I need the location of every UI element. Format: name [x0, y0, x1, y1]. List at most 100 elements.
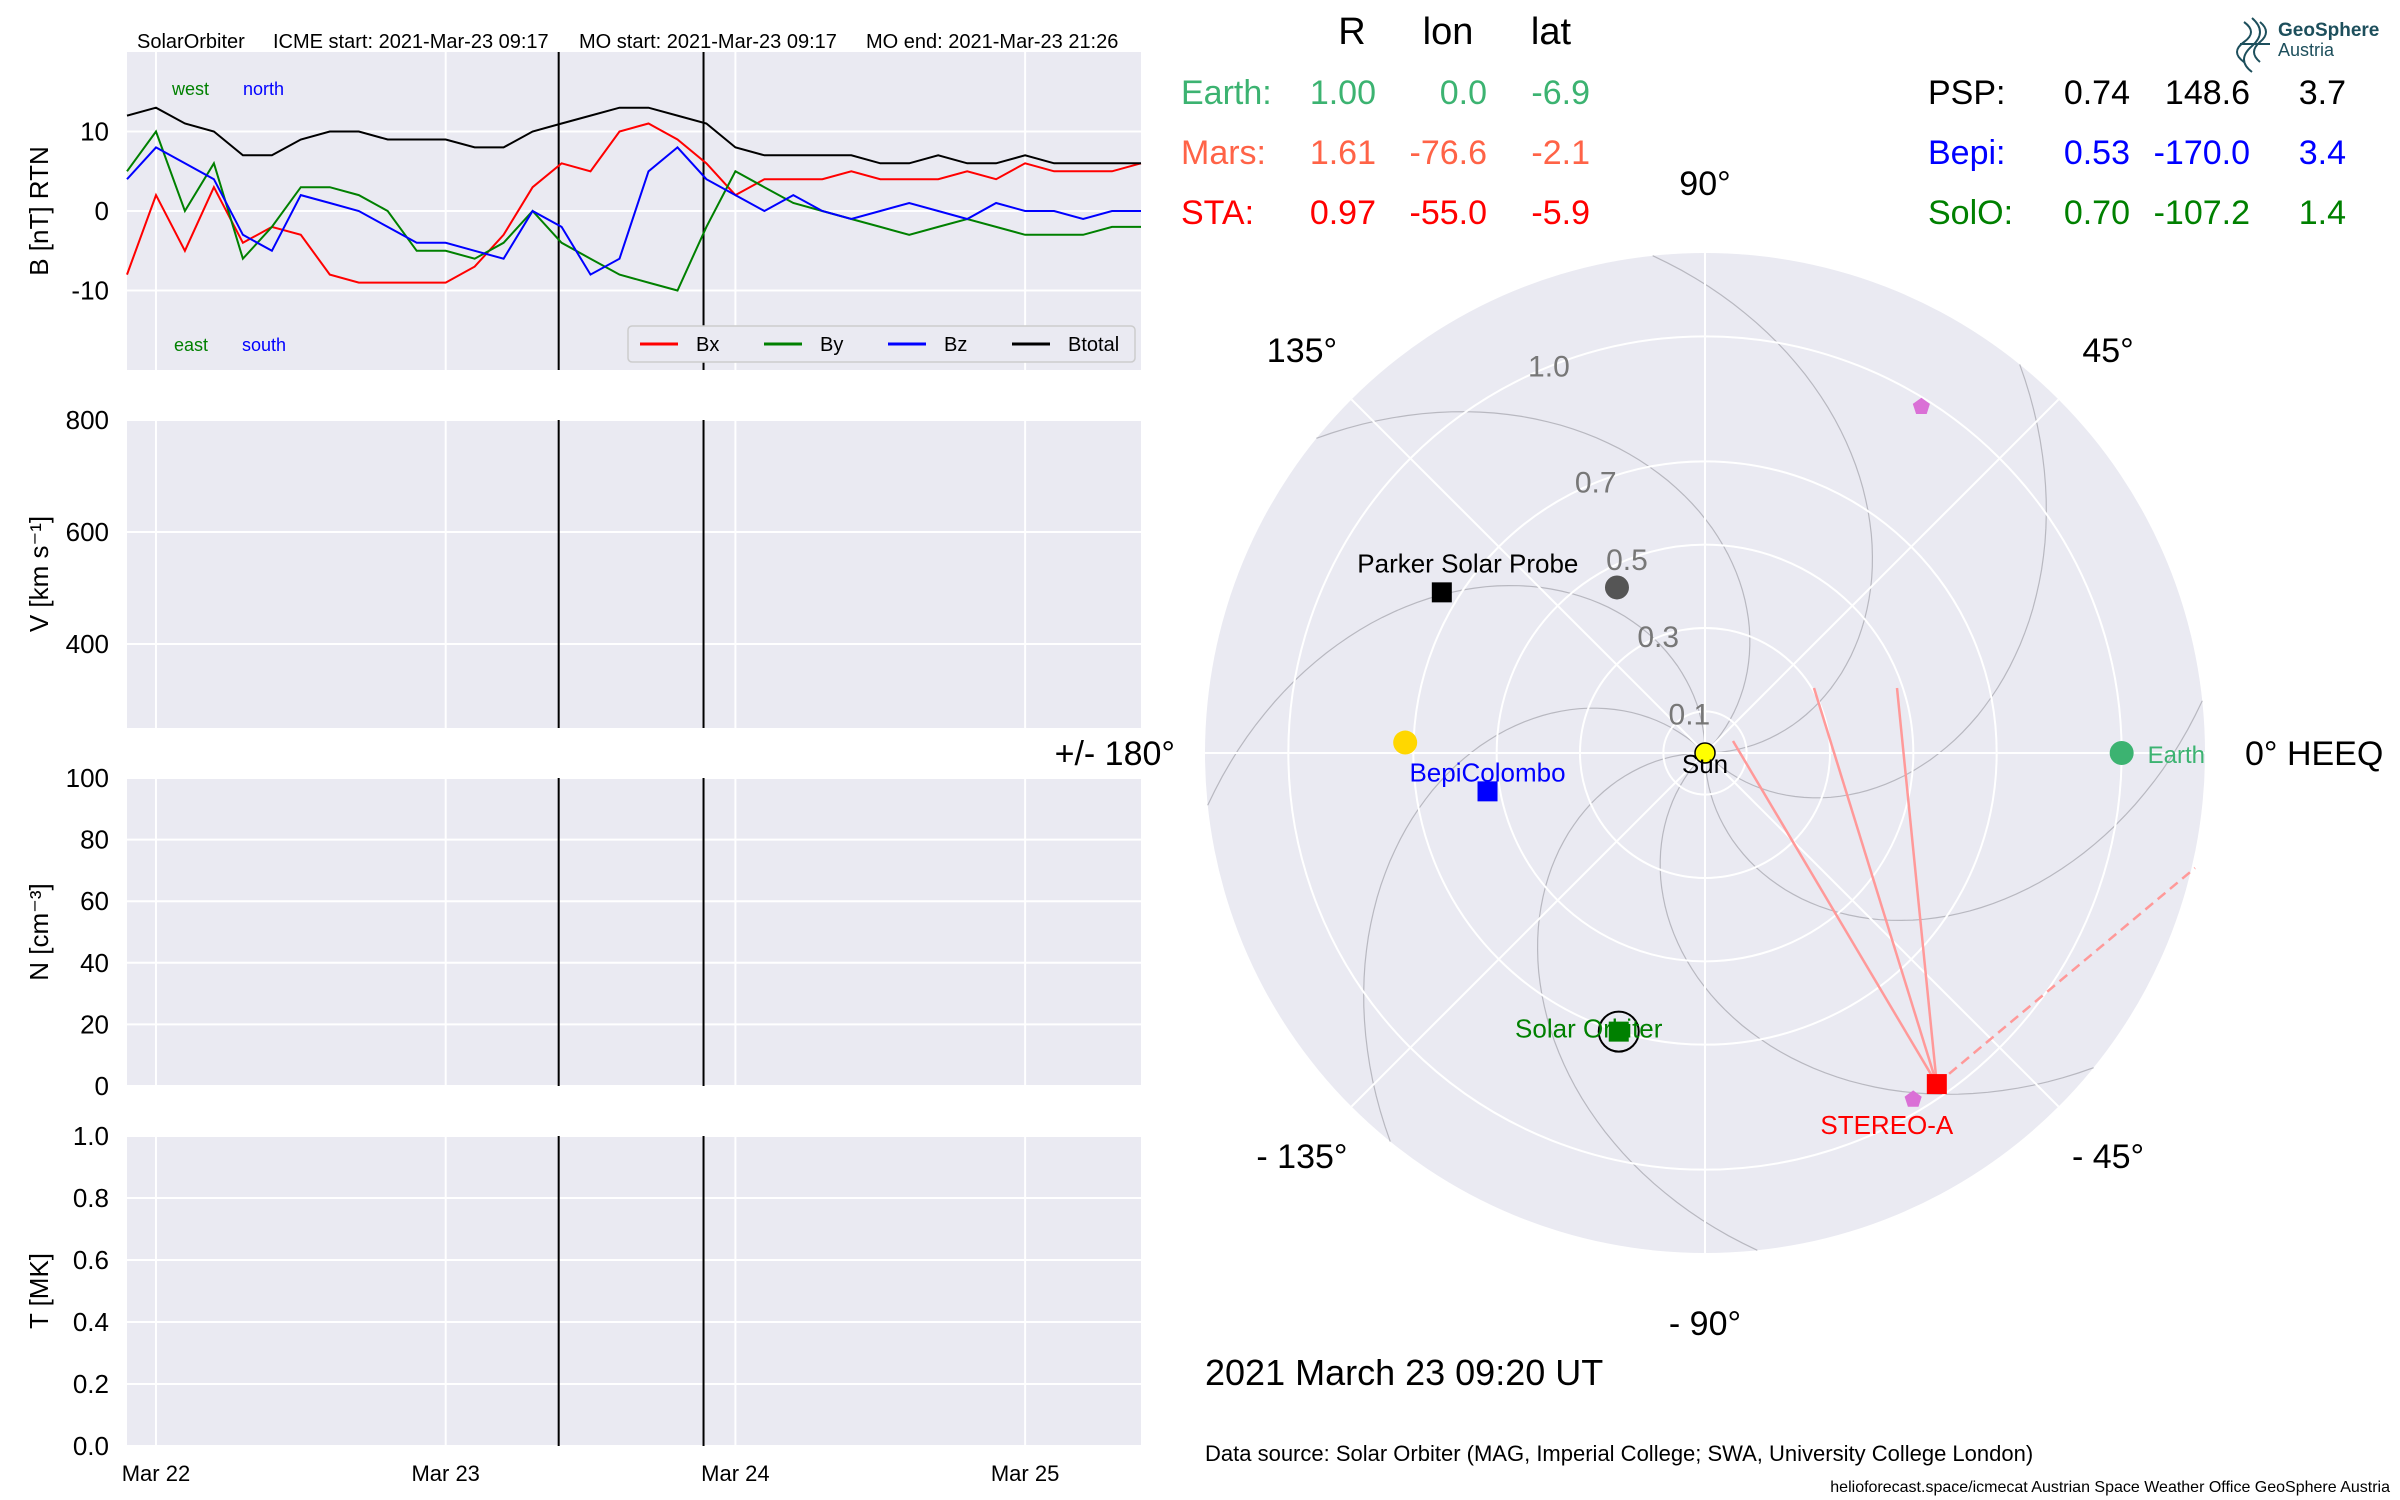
legend-entry-bx: Bx — [696, 334, 719, 356]
panel-density: 0 20 40 60 80 100 N [cm⁻³] — [24, 763, 1141, 1101]
label-solar-orbiter: Solar Orbiter — [1515, 1014, 1663, 1044]
planet-marker — [1912, 397, 1930, 414]
y-tick-label: 60 — [80, 886, 109, 916]
annotation-south: south — [242, 335, 286, 355]
left-row-mars-lat: -2.1 — [1531, 134, 1590, 172]
y-tick-label: 20 — [80, 1009, 109, 1039]
left-row-mars-r: 1.61 — [1310, 134, 1376, 172]
angle-label: - 90° — [1669, 1305, 1741, 1343]
y-tick-label: 800 — [66, 405, 109, 435]
marker-bepicolombo — [1477, 781, 1498, 802]
y-tick-label: 100 — [66, 763, 109, 793]
angle-label: - 45° — [2072, 1138, 2144, 1176]
panel-background — [127, 1136, 1141, 1446]
left-row-sta-r: 0.97 — [1310, 194, 1376, 232]
mo-start: MO start: 2021-Mar-23 09:17 — [579, 31, 837, 53]
planet-marker — [1904, 1090, 1922, 1107]
angle-spoke — [1350, 398, 1706, 754]
y-axis-label: B [nT] RTN — [24, 146, 54, 276]
right-row-solo-lon: -107.2 — [2154, 194, 2250, 232]
series-line-by — [126, 129, 1141, 292]
y-tick-label: 1.0 — [73, 1121, 109, 1151]
icme-start: ICME start: 2021-Mar-23 09:17 — [273, 31, 549, 53]
y-tick-label: 0.0 — [73, 1431, 109, 1461]
label-stereo-a: STEREO-A — [1820, 1110, 1954, 1140]
right-row-bepi-lon: -170.0 — [2154, 134, 2250, 172]
panel-background — [127, 778, 1141, 1086]
r-tick-label: 0.7 — [1575, 467, 1617, 500]
x-tick-label: Mar 25 — [991, 1461, 1059, 1486]
x-tick-label: Mar 24 — [701, 1461, 769, 1486]
panel-magnetic_field: -10 0 10 B [nT] RTN — [24, 52, 1141, 370]
polar-position-plot: 0.1 0.3 0.5 0.7 1.0 0° HEEQ 45° 90° 135° +/- 180°… — [1055, 165, 2384, 1343]
left-row-earth-lat: -6.9 — [1531, 74, 1590, 112]
panel-velocity: 400 600 800 V [km s⁻¹] — [24, 405, 1141, 728]
left-row-mars-name: Mars: — [1181, 134, 1266, 172]
label-bepicolombo: BepiColombo — [1409, 757, 1565, 787]
legend-box — [627, 325, 1136, 363]
legend-entry-bz: Bz — [944, 334, 967, 356]
cme-direction-line — [1812, 687, 1939, 1085]
angle-spoke — [1350, 752, 1706, 1108]
marker-stereo-a — [1926, 1074, 1947, 1095]
series-line-bx — [126, 122, 1142, 284]
data-source: Data source: Solar Orbiter (MAG, Imperia… — [1205, 1441, 2033, 1466]
spacecraft-name: SolarOrbiter — [137, 31, 245, 53]
y-tick-label: 400 — [66, 629, 109, 659]
right-row-solo-lat: 1.4 — [2299, 194, 2346, 232]
label-sun: Sun — [1682, 749, 1728, 779]
right-row-bepi-lat: 3.4 — [2299, 134, 2346, 172]
y-tick-label: 0.6 — [73, 1245, 109, 1275]
legend-entry-btotal: Btotal — [1068, 334, 1119, 356]
table-header-lat: lat — [1531, 11, 1572, 53]
x-tick-label: Mar 22 — [122, 1461, 190, 1486]
angle-label: 90° — [1679, 165, 1730, 203]
y-tick-label: 40 — [80, 948, 109, 978]
y-tick-label: 0.2 — [73, 1369, 109, 1399]
annotation-north: north — [243, 79, 284, 99]
planet-marker — [1604, 575, 1629, 600]
geosphere-logo: GeoSphere Austria — [2236, 17, 2379, 73]
marker-earth — [2109, 741, 2134, 765]
right-row-psp-lat: 3.7 — [2299, 74, 2346, 112]
right-row-bepi-name: Bepi: — [1928, 134, 2006, 172]
legend-entry-by: By — [820, 334, 843, 356]
x-tick-label: Mar 23 — [411, 1461, 479, 1486]
left-row-earth-r: 1.00 — [1310, 74, 1376, 112]
series-line-btotal — [126, 106, 1141, 165]
marker-parker-solar-probe — [1431, 582, 1452, 603]
magnetic-field-series: west north east south Bx By Bz Btotal — [126, 79, 1142, 363]
table-header-r: R — [1338, 11, 1365, 53]
panel-temperature: 0.0 0.2 0.4 0.6 0.8 1.0 T [MK] — [24, 1121, 1141, 1461]
planet-marker — [1393, 730, 1418, 755]
r-tick-label: 0.1 — [1669, 698, 1711, 731]
right-row-psp-lon: 148.6 — [2165, 74, 2250, 112]
annotation-west: west — [171, 79, 209, 99]
y-tick-label: -10 — [71, 276, 109, 306]
y-tick-label: 10 — [80, 117, 109, 147]
solo-ring — [1597, 1010, 1640, 1053]
timestamp: 2021 March 23 09:20 UT — [1205, 1352, 1603, 1393]
time-series-panels: -10 0 10 B [nT] RTN 400 600 800 V [km s⁻¹] 0 20 40… — [24, 52, 1141, 1486]
y-axis-label: V [km s⁻¹] — [24, 516, 54, 632]
y-tick-label: 0.8 — [73, 1183, 109, 1213]
angle-label: - 135° — [1256, 1138, 1347, 1176]
y-axis-label: N [cm⁻³] — [24, 883, 54, 981]
annotation-east: east — [174, 335, 208, 355]
angle-spoke — [1704, 398, 2060, 754]
r-tick-label: 0.5 — [1606, 544, 1648, 577]
marker-solar-orbiter — [1608, 1021, 1629, 1042]
legend: Bx By Bz Btotal — [627, 325, 1136, 363]
marker-sun — [1694, 742, 1716, 764]
label-earth: Earth — [2148, 742, 2205, 769]
right-row-psp-r: 0.74 — [2064, 74, 2130, 112]
footer-credits: helioforecast.space/icmecat Austrian Spa… — [1830, 1479, 2390, 1496]
cme-direction-line — [1895, 687, 1939, 1085]
right-row-bepi-r: 0.53 — [2064, 134, 2130, 172]
y-axis-label: T [MK] — [24, 1253, 54, 1329]
left-row-sta-lat: -5.9 — [1531, 194, 1590, 232]
r-tick-label: 1.0 — [1528, 351, 1570, 384]
r-tick-label: 0.3 — [1637, 621, 1679, 654]
